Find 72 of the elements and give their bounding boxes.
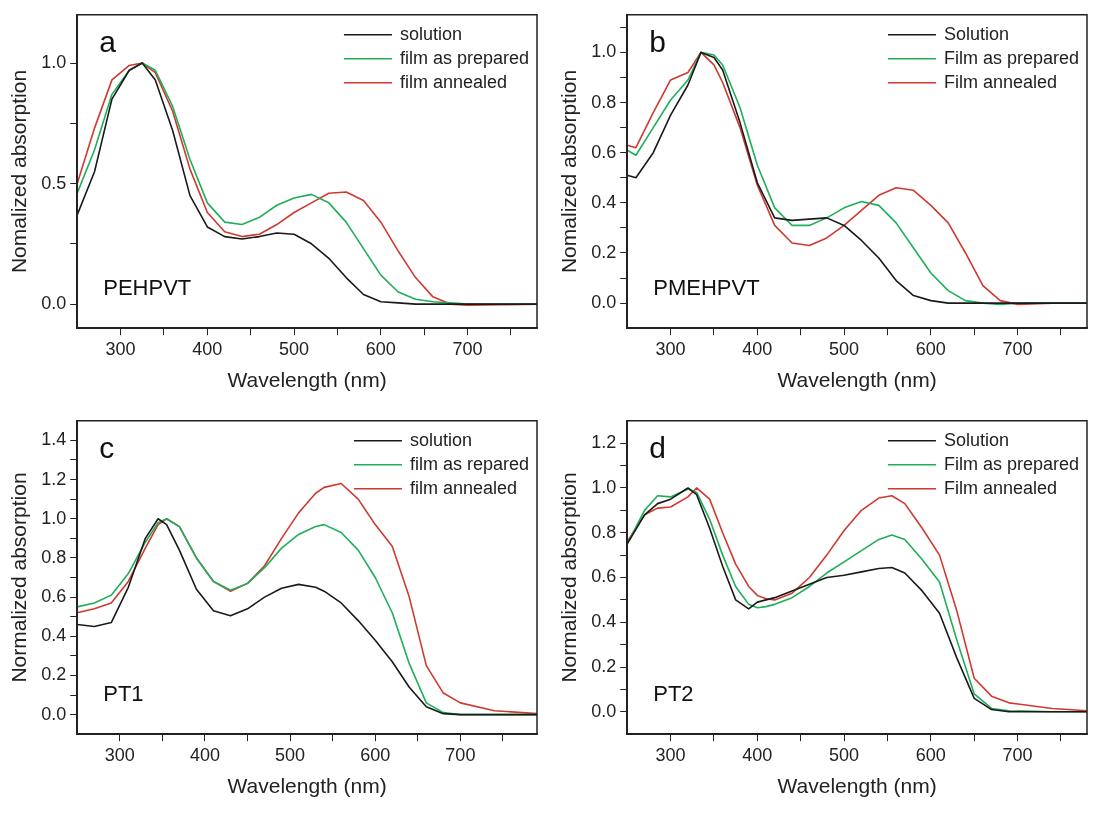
y-tick-label: 0.0 (41, 293, 67, 314)
y-tick-label: 1.2 (591, 432, 617, 453)
legend-label: Film as prepared (943, 47, 1080, 68)
x-tick-label: 500 (279, 338, 310, 359)
legend-label: Solution (943, 23, 1010, 44)
x-tick-label: 500 (829, 744, 860, 765)
y-tick-label: 1.0 (41, 507, 67, 528)
x-tick-label: 700 (1002, 744, 1033, 765)
annotation: PT2 (653, 681, 694, 707)
x-tick-label: 500 (275, 744, 306, 765)
legend-label: film annealed (409, 477, 518, 498)
x-tick-label: 300 (655, 744, 686, 765)
y-tick-label: 1.0 (591, 41, 617, 62)
y-tick-label: 0.0 (591, 292, 617, 313)
x-tick-label: 300 (655, 338, 686, 359)
x-tick-label: 600 (360, 744, 391, 765)
y-tick-label: 0.2 (41, 664, 67, 685)
annotation: a (99, 25, 117, 59)
x-tick-label: 600 (915, 744, 946, 765)
y-axis-title: Normalized absorption (7, 472, 31, 683)
x-tick-label: 400 (742, 338, 773, 359)
y-tick-label: 1.2 (41, 468, 67, 489)
y-tick-label: 0.8 (591, 91, 617, 112)
y-tick-label: 0.6 (41, 586, 67, 607)
legend-label: Film annealed (943, 71, 1058, 92)
x-tick-label: 700 (1002, 338, 1033, 359)
legend-label: film as repared (409, 453, 530, 474)
y-tick-label: 0.2 (591, 241, 617, 262)
annotation: c (99, 431, 115, 465)
annotation: b (649, 25, 666, 59)
annotation: PT1 (103, 681, 144, 707)
legend-label: film as prepared (399, 47, 529, 68)
x-tick-label: 300 (104, 744, 135, 765)
x-tick-label: 300 (105, 338, 136, 359)
y-axis-title: Nomalized absorption (557, 69, 581, 274)
legend-label: Film annealed (943, 477, 1058, 498)
x-tick-label: 400 (189, 744, 220, 765)
y-tick-label: 1.0 (41, 51, 67, 72)
y-tick-label: 0.0 (591, 700, 617, 721)
x-tick-label: 700 (445, 744, 476, 765)
x-tick-label: 600 (365, 338, 396, 359)
y-tick-label: 0.2 (591, 656, 617, 677)
x-tick-label: 400 (192, 338, 223, 359)
y-axis-title: Nomalized absorption (7, 69, 31, 274)
y-tick-label: 0.0 (41, 703, 67, 724)
y-axis-title: Normalized absorption (557, 472, 581, 683)
x-axis-title: Wavelength (nm) (777, 774, 937, 798)
x-tick-label: 400 (742, 744, 773, 765)
x-tick-label: 700 (452, 338, 483, 359)
y-tick-label: 0.6 (591, 141, 617, 162)
x-axis-title: Wavelength (nm) (227, 774, 387, 798)
x-axis-title: Wavelength (nm) (227, 368, 387, 392)
x-axis-title: Wavelength (nm) (777, 368, 937, 392)
legend-label: Film as prepared (943, 453, 1080, 474)
legend-label: film annealed (399, 71, 508, 92)
annotation: d (649, 431, 666, 465)
y-tick-label: 0.4 (591, 611, 617, 632)
y-tick-label: 0.4 (41, 625, 67, 646)
y-tick-label: 1.0 (591, 476, 617, 497)
y-tick-label: 0.8 (591, 521, 617, 542)
y-tick-label: 1.4 (41, 429, 67, 450)
legend-label: solution (409, 429, 472, 450)
legend-label: solution (399, 23, 462, 44)
y-tick-label: 0.5 (41, 172, 67, 193)
y-tick-label: 0.6 (591, 566, 617, 587)
x-tick-label: 500 (829, 338, 860, 359)
y-tick-label: 0.8 (41, 546, 67, 567)
x-tick-label: 600 (915, 338, 946, 359)
legend-label: Solution (943, 429, 1010, 450)
annotation: PEHPVT (103, 275, 192, 301)
annotation: PMEHPVT (653, 275, 760, 301)
y-tick-label: 0.4 (591, 191, 617, 212)
